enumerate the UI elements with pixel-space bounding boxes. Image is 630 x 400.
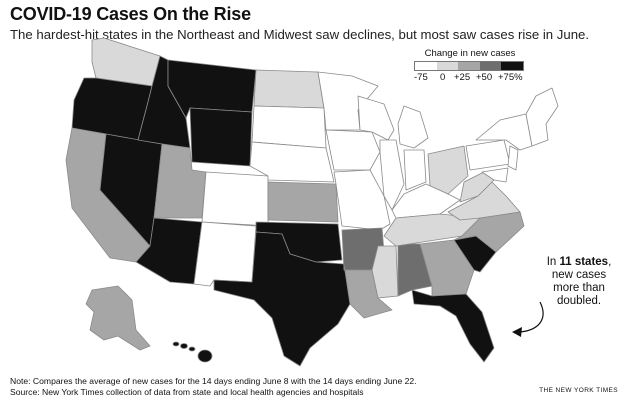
legend-labels: -75 0 +25 +50 +75% [410,72,530,84]
state-alaska [85,285,151,351]
legend-label: +75% [498,72,523,83]
callout-suffix: , [608,256,612,268]
state-new-england [525,87,559,147]
state-south-dakota [251,105,327,149]
map-subtitle: The hardest-hit states in the Northeast … [10,27,590,42]
state-new-mexico [193,221,257,287]
state-indiana [403,149,427,191]
callout-count: 11 states [559,256,609,268]
state-kansas [267,181,339,223]
note-text: Note: Compares the average of new cases … [10,376,417,386]
footnote: Note: Compares the average of new cases … [10,376,417,397]
legend-bar [414,61,524,71]
state-west-virginia [459,171,495,203]
legend: Change in new cases -75 0 +25 +50 +75% [410,48,530,84]
state-iowa [325,129,381,171]
legend-swatch [436,62,459,70]
state-new-jersey [507,145,519,171]
state-colorado [201,171,269,227]
state-florida [411,289,495,363]
state-minnesota [317,71,379,131]
callout-prefix: In [546,256,560,268]
callout-arrowhead [512,327,522,337]
callout-line: doubled. [556,295,602,307]
legend-label: -75 [414,72,428,83]
legend-title: Change in new cases [424,48,516,59]
state-mississippi [371,245,399,299]
callout-line: new cases [551,269,607,281]
legend-swatch [415,62,437,70]
legend-swatch [458,62,480,70]
credit: THE NEW YORK TIMES [539,387,618,394]
state-hawaii [172,341,213,363]
callout-arrow [519,301,544,333]
state-pennsylvania [465,139,511,171]
legend-label: 0 [440,72,446,83]
state-north-dakota [253,69,325,109]
state-nebraska [249,141,335,183]
legend-swatch [479,62,502,70]
legend-label: +25 [454,72,471,83]
state-missouri [333,169,391,231]
callout-annotation: In 11 states, new cases more than double… [533,256,625,308]
state-ohio [427,145,469,195]
source-text: Source: New York Times collection of dat… [10,386,364,397]
callout-line: more than [553,282,605,294]
legend-swatch [501,62,523,70]
state-maryland [481,167,509,183]
state-texas [213,231,351,367]
state-wyoming [189,107,253,167]
legend-label: +50 [476,72,493,83]
map-title: COVID-19 Cases On the Rise [10,4,251,24]
state-michigan [397,105,429,149]
